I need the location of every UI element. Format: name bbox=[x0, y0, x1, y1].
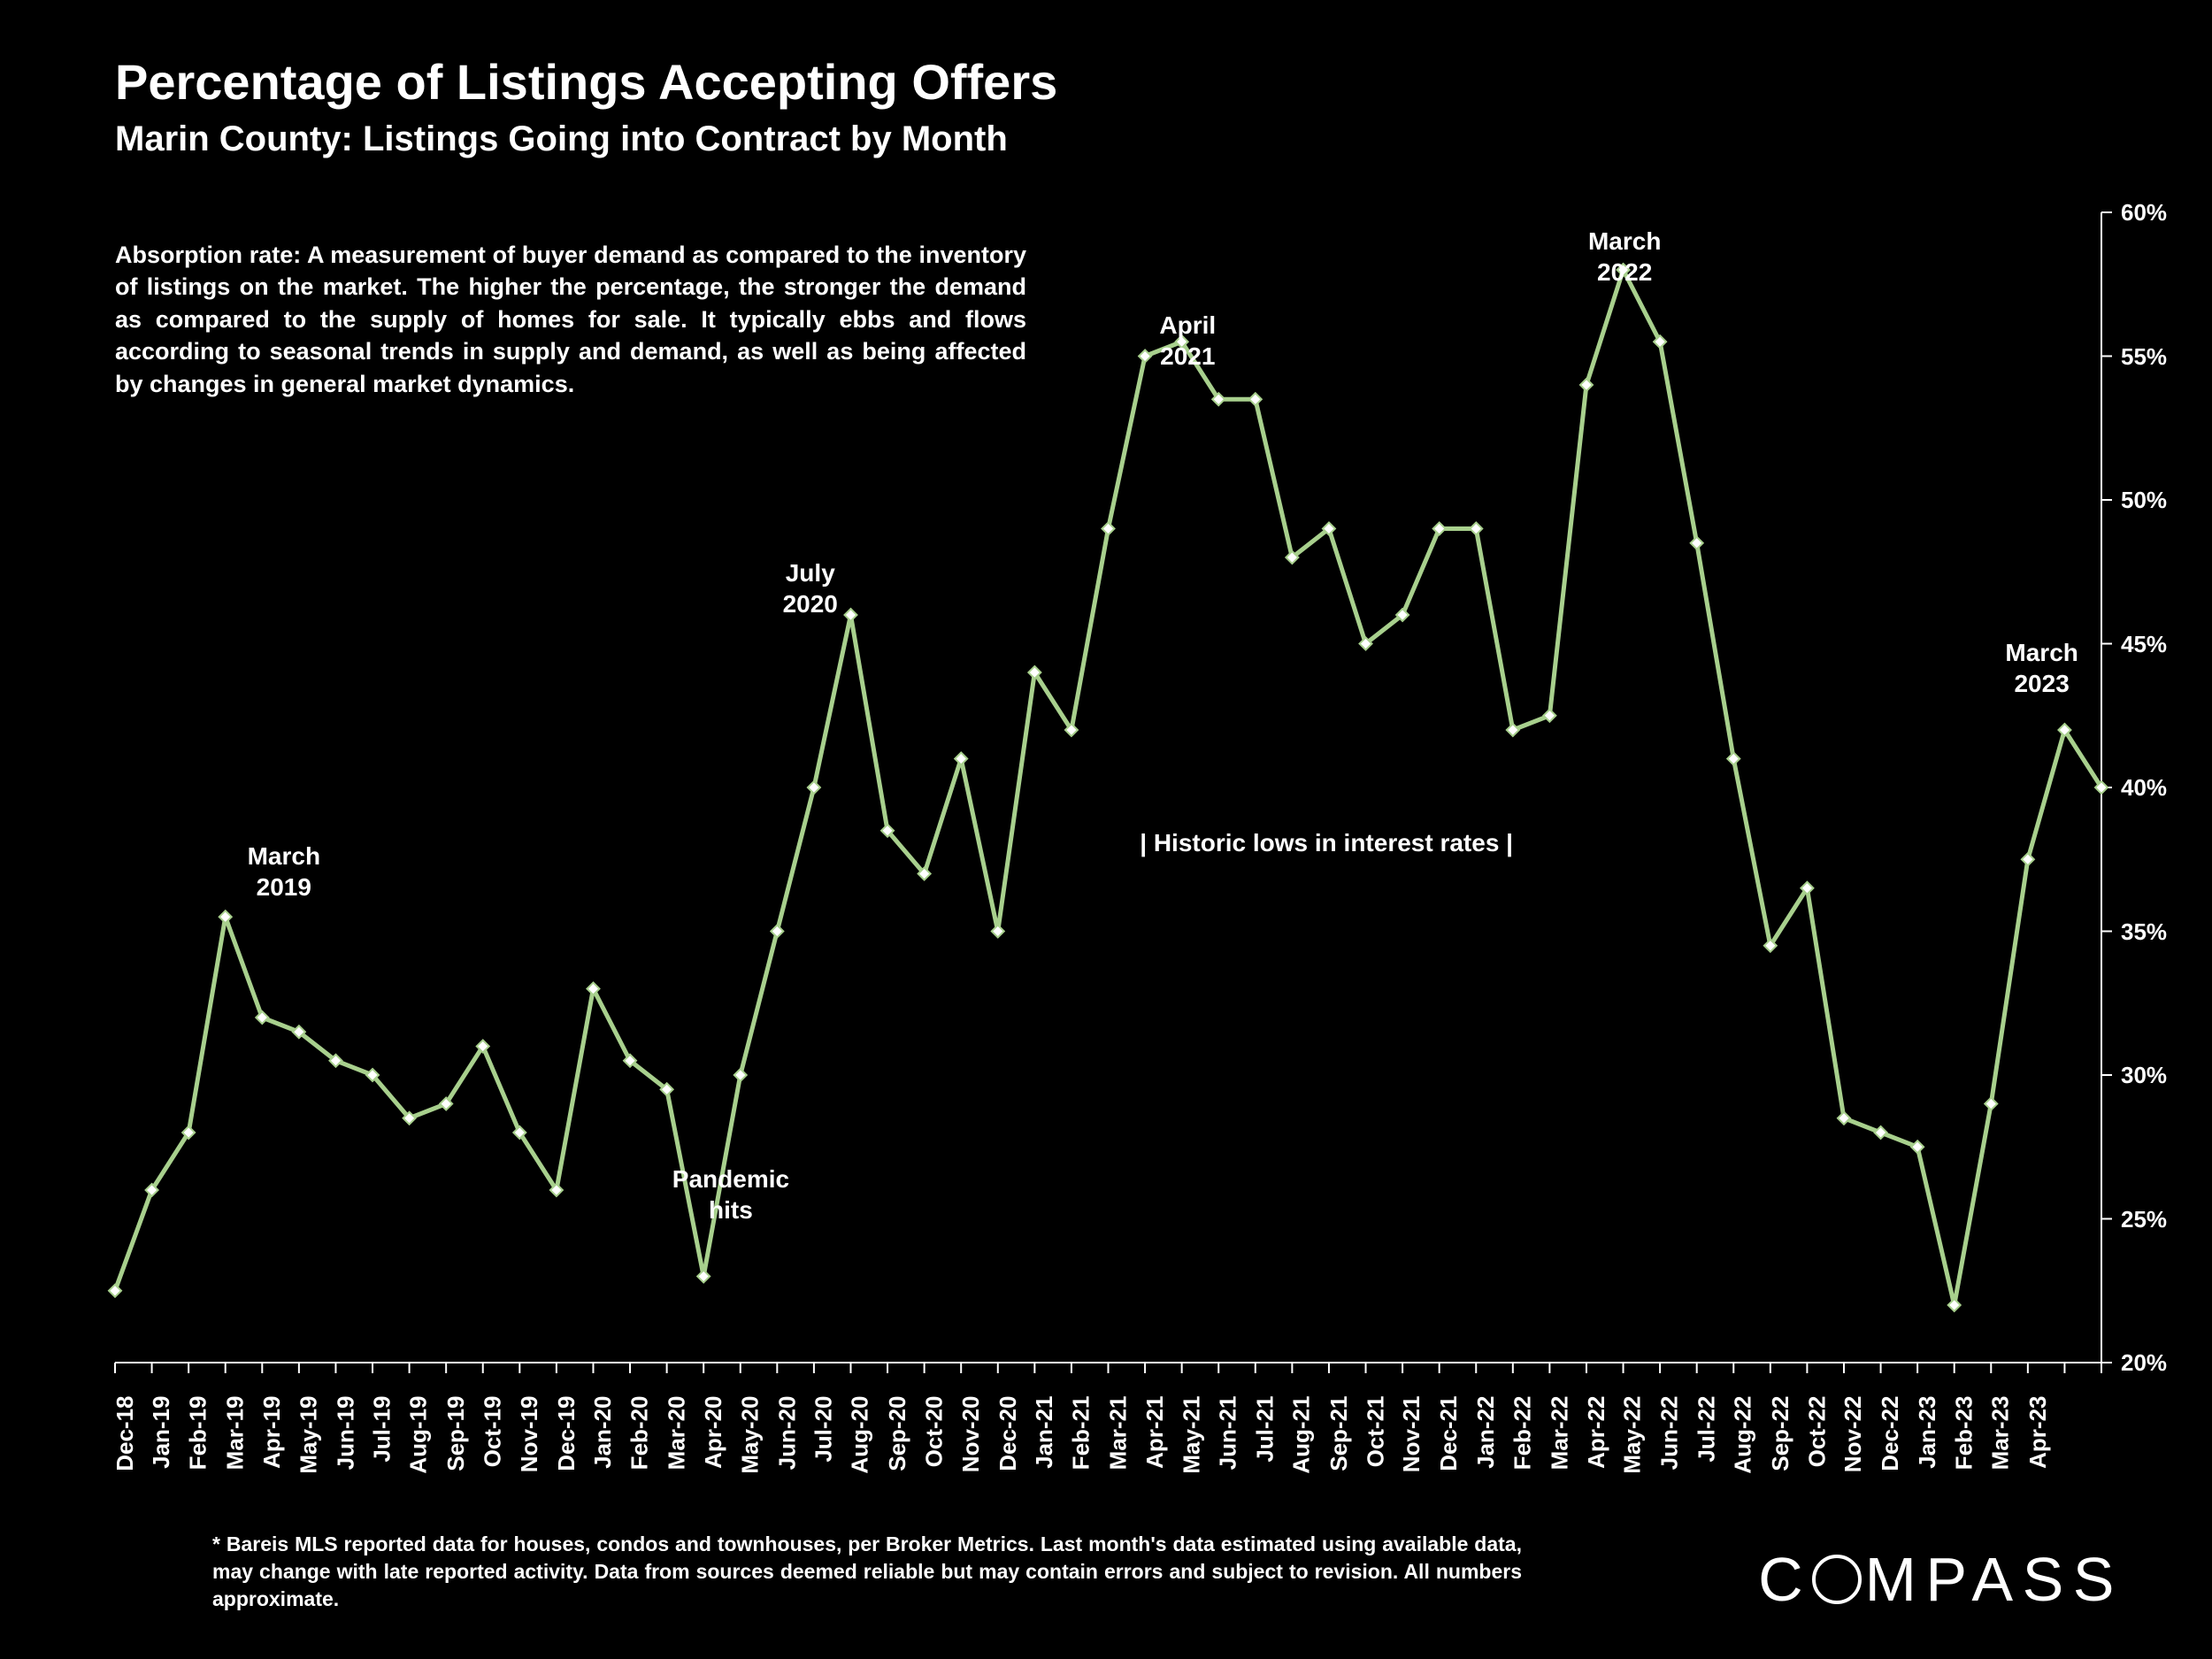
chart-annotation: | Historic lows in interest rates | bbox=[1140, 827, 1494, 858]
x-tick-label: Dec-20 bbox=[994, 1396, 1021, 1471]
x-tick-label: Apr-21 bbox=[1141, 1396, 1169, 1469]
x-tick-label: Oct-22 bbox=[1803, 1396, 1831, 1468]
x-tick-label: Dec-21 bbox=[1435, 1396, 1463, 1471]
x-tick-label: Dec-18 bbox=[111, 1396, 139, 1471]
y-tick-label: 60% bbox=[2121, 199, 2167, 227]
x-tick-label: Sep-19 bbox=[442, 1396, 470, 1471]
x-tick-label: Jan-22 bbox=[1472, 1396, 1500, 1469]
x-tick-label: Dec-22 bbox=[1877, 1396, 1904, 1471]
x-tick-label: Apr-23 bbox=[2024, 1396, 2051, 1469]
x-tick-label: Aug-21 bbox=[1288, 1396, 1316, 1474]
x-tick-label: Dec-19 bbox=[552, 1396, 580, 1471]
y-tick-label: 55% bbox=[2121, 343, 2167, 371]
x-tick-label: Jan-19 bbox=[148, 1396, 175, 1469]
x-tick-label: Jan-23 bbox=[1914, 1396, 1941, 1469]
x-tick-label: Mar-22 bbox=[1546, 1396, 1573, 1471]
x-tick-label: Jul-19 bbox=[369, 1396, 396, 1463]
logo-circle-icon bbox=[1812, 1555, 1862, 1604]
y-tick-label: 35% bbox=[2121, 918, 2167, 946]
x-tick-label: May-20 bbox=[736, 1396, 764, 1474]
x-tick-label: Jul-20 bbox=[810, 1396, 837, 1463]
x-tick-label: Mar-21 bbox=[1104, 1396, 1132, 1471]
x-tick-label: Aug-19 bbox=[405, 1396, 433, 1474]
x-tick-label: Apr-22 bbox=[1582, 1396, 1609, 1469]
x-tick-label: Aug-22 bbox=[1730, 1396, 1757, 1474]
x-tick-label: Nov-19 bbox=[516, 1396, 543, 1473]
x-tick-label: Oct-19 bbox=[479, 1396, 506, 1468]
x-tick-label: Jan-21 bbox=[1031, 1396, 1058, 1469]
x-tick-label: Jan-20 bbox=[589, 1396, 617, 1469]
x-tick-label: Nov-20 bbox=[957, 1396, 985, 1473]
x-tick-label: Sep-20 bbox=[884, 1396, 911, 1471]
x-tick-label: Oct-21 bbox=[1362, 1396, 1389, 1468]
x-tick-label: May-21 bbox=[1178, 1396, 1205, 1474]
x-tick-label: Aug-20 bbox=[847, 1396, 874, 1474]
x-tick-label: Jun-22 bbox=[1656, 1396, 1684, 1471]
x-tick-label: Oct-20 bbox=[920, 1396, 948, 1468]
x-tick-label: Jun-19 bbox=[332, 1396, 359, 1471]
chart-footnote: * Bareis MLS reported data for houses, c… bbox=[212, 1531, 1522, 1613]
x-tick-label: Sep-21 bbox=[1325, 1396, 1352, 1471]
x-tick-label: Mar-23 bbox=[1987, 1396, 2015, 1471]
x-tick-label: Mar-19 bbox=[221, 1396, 249, 1471]
x-tick-label: Nov-22 bbox=[1839, 1396, 1867, 1473]
x-tick-label: Jul-21 bbox=[1251, 1396, 1279, 1463]
chart-annotation: March2022 bbox=[1448, 226, 1801, 288]
logo-text: MPASS bbox=[1865, 1544, 2124, 1615]
chart-annotation: July2020 bbox=[634, 557, 987, 619]
x-tick-label: Apr-20 bbox=[700, 1396, 727, 1469]
x-tick-label: Feb-23 bbox=[1950, 1396, 1978, 1471]
y-tick-label: 40% bbox=[2121, 774, 2167, 802]
y-tick-label: 20% bbox=[2121, 1349, 2167, 1377]
chart-annotation: March2019 bbox=[107, 841, 461, 902]
x-tick-label: May-19 bbox=[295, 1396, 322, 1474]
x-tick-label: Nov-21 bbox=[1399, 1396, 1426, 1473]
x-tick-label: Mar-20 bbox=[663, 1396, 690, 1471]
x-tick-label: Sep-22 bbox=[1766, 1396, 1793, 1471]
chart-annotation: Pandemichits bbox=[554, 1164, 908, 1225]
x-tick-label: Jun-20 bbox=[773, 1396, 801, 1471]
y-tick-label: 50% bbox=[2121, 487, 2167, 514]
x-tick-label: Feb-22 bbox=[1509, 1396, 1536, 1471]
x-tick-label: Jun-21 bbox=[1215, 1396, 1242, 1471]
x-tick-label: Feb-21 bbox=[1067, 1396, 1094, 1471]
compass-logo: C MPASS bbox=[1758, 1544, 2124, 1615]
y-tick-label: 25% bbox=[2121, 1206, 2167, 1233]
x-tick-label: Feb-19 bbox=[185, 1396, 212, 1471]
y-tick-label: 30% bbox=[2121, 1062, 2167, 1089]
x-tick-label: Feb-20 bbox=[626, 1396, 654, 1471]
x-tick-label: Jul-22 bbox=[1693, 1396, 1720, 1463]
logo-letter-c: C bbox=[1758, 1544, 1812, 1615]
x-tick-label: May-22 bbox=[1619, 1396, 1647, 1474]
chart-annotation: March2023 bbox=[1865, 637, 2212, 699]
chart-annotation: April2021 bbox=[1010, 310, 1364, 372]
x-tick-label: Apr-19 bbox=[258, 1396, 286, 1469]
